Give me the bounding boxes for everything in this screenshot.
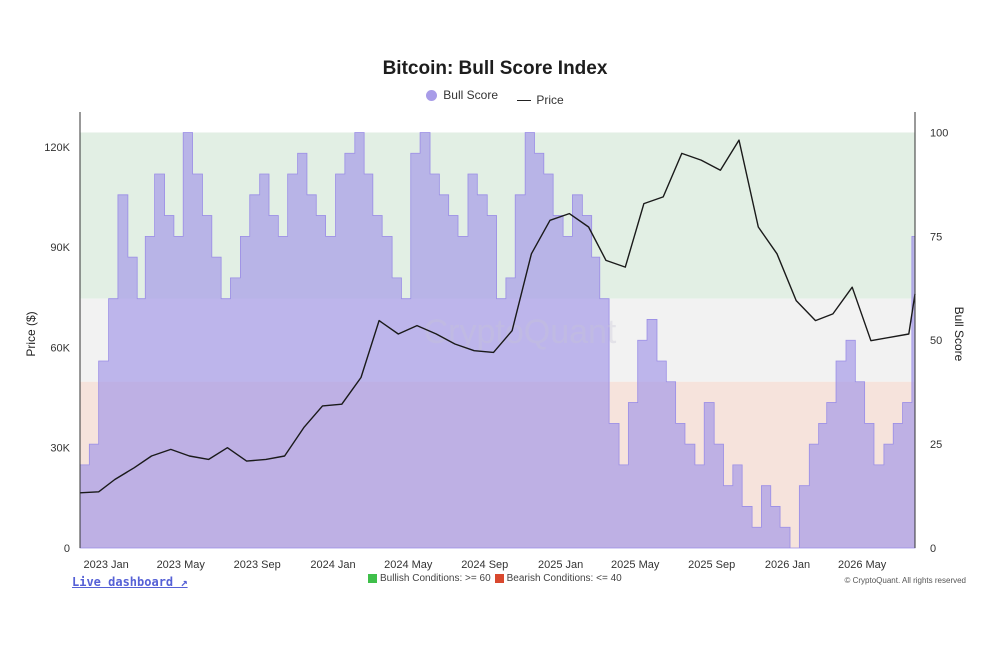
watermark: CryptoQuant bbox=[424, 313, 617, 351]
conditions-legend: Bullish Conditions: >= 60 Bearish Condit… bbox=[368, 573, 622, 584]
y-left-tick-label: 120K bbox=[44, 142, 70, 154]
copyright-text: © CryptoQuant. All rights reserved bbox=[844, 576, 967, 585]
legend-item-price[interactable]: Price bbox=[517, 93, 564, 107]
x-tick-label: 2024 May bbox=[384, 559, 433, 571]
x-tick-label: 2024 Jan bbox=[310, 559, 355, 571]
watermark-text: CryptoQuant bbox=[424, 313, 617, 351]
chart-title: Bitcoin: Bull Score Index bbox=[382, 58, 608, 79]
x-tick-label: 2025 Jan bbox=[538, 559, 583, 571]
y-right-axis-title: Bull Score bbox=[952, 307, 966, 362]
x-tick-label: 2025 Sep bbox=[688, 559, 735, 571]
y-left-tick-label: 0 bbox=[64, 543, 70, 555]
bullish-swatch bbox=[368, 574, 377, 583]
bearish-conditions-label: Bearish Conditions: <= 40 bbox=[506, 573, 622, 584]
bearish-swatch bbox=[494, 574, 504, 583]
x-tick-label: 2023 Jan bbox=[83, 559, 128, 571]
x-tick-label: 2026 May bbox=[838, 559, 887, 571]
x-tick-label: 2025 May bbox=[611, 559, 660, 571]
y-right-tick-label: 25 bbox=[930, 439, 942, 451]
y-right-tick-label: 50 bbox=[930, 335, 942, 347]
x-tick-label: 2024 Sep bbox=[461, 559, 508, 571]
price-line-path bbox=[79, 139, 916, 494]
price-swatch bbox=[517, 99, 532, 101]
legend-item-bull-score[interactable]: Bull Score bbox=[426, 88, 498, 102]
y-left-tick-label: 60K bbox=[50, 342, 70, 354]
live-dashboard-link[interactable]: Live dashboard ↗ bbox=[72, 575, 188, 589]
y-right-tick-label: 75 bbox=[930, 231, 942, 243]
price-line bbox=[79, 139, 916, 494]
y-left-tick-label: 90K bbox=[50, 242, 70, 254]
y-left-tick-label: 30K bbox=[50, 443, 70, 455]
legend-label-price: Price bbox=[536, 93, 564, 107]
bull-score-area bbox=[79, 132, 916, 549]
y-right-tick-label: 100 bbox=[930, 127, 948, 139]
y-right-tick-label: 0 bbox=[930, 543, 936, 555]
bull-score-swatch bbox=[426, 89, 438, 101]
x-tick-label: 2023 May bbox=[157, 559, 206, 571]
legend-label-bull-score: Bull Score bbox=[443, 88, 498, 102]
bull-score-area-path bbox=[79, 132, 916, 549]
chart-legend: Bull Score Price bbox=[0, 88, 990, 107]
axes: 0 30K 60K 90K 120K 0 25 50 75 100 2023 Jan 2023 May… bbox=[24, 112, 966, 571]
bullish-conditions-label: Bullish Conditions: >= 60 bbox=[380, 573, 491, 584]
y-left-axis-title: Price ($) bbox=[24, 311, 38, 356]
x-tick-label: 2023 Sep bbox=[234, 559, 281, 571]
x-tick-label: 2026 Jan bbox=[765, 559, 810, 571]
